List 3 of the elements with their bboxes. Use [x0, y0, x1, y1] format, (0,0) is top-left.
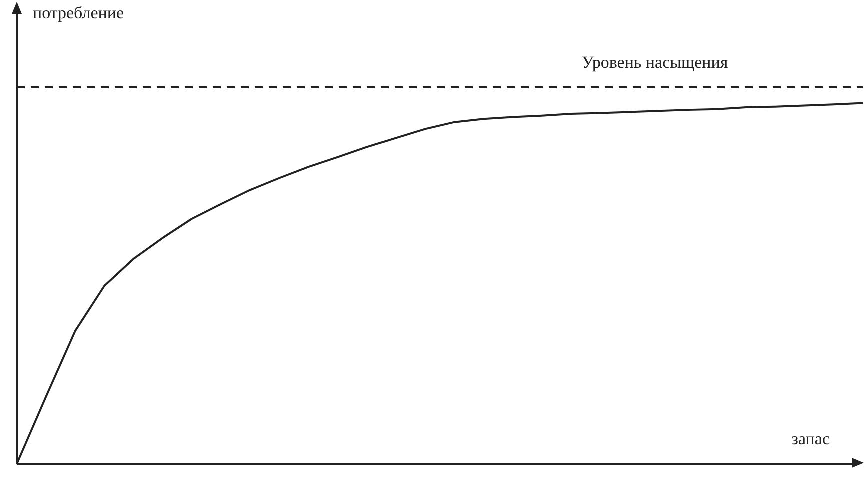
y-axis-title: потребление	[33, 3, 124, 22]
ref-line-label: Уровень насыщения	[582, 52, 728, 72]
x-axis-title: запас	[792, 429, 830, 448]
